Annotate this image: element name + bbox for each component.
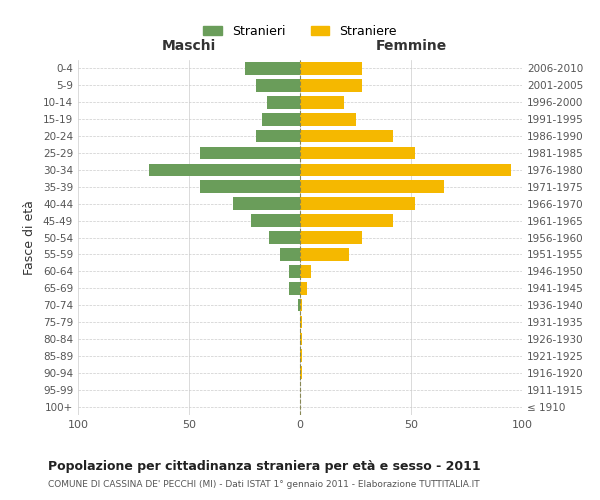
Text: COMUNE DI CASSINA DE' PECCHI (MI) - Dati ISTAT 1° gennaio 2011 - Elaborazione TU: COMUNE DI CASSINA DE' PECCHI (MI) - Dati…: [48, 480, 479, 489]
Bar: [300, 113, 355, 126]
Bar: [300, 79, 362, 92]
Bar: [300, 265, 311, 278]
Bar: [300, 214, 393, 227]
Bar: [300, 299, 302, 312]
Bar: [300, 282, 307, 294]
Bar: [300, 366, 302, 379]
Bar: [300, 231, 362, 244]
Bar: [289, 265, 300, 278]
Bar: [262, 113, 300, 126]
Bar: [300, 130, 393, 142]
Bar: [300, 62, 362, 75]
Bar: [280, 248, 300, 260]
Legend: Stranieri, Straniere: Stranieri, Straniere: [198, 20, 402, 43]
Bar: [269, 231, 300, 244]
Bar: [200, 180, 300, 193]
Text: Femmine: Femmine: [376, 39, 446, 53]
Bar: [289, 282, 300, 294]
Bar: [300, 248, 349, 260]
Bar: [200, 146, 300, 160]
Bar: [300, 316, 302, 328]
Bar: [245, 62, 300, 75]
Bar: [149, 164, 300, 176]
Text: Popolazione per cittadinanza straniera per età e sesso - 2011: Popolazione per cittadinanza straniera p…: [48, 460, 481, 473]
Bar: [300, 332, 302, 345]
Y-axis label: Fasce di età: Fasce di età: [23, 200, 36, 275]
Bar: [300, 164, 511, 176]
Text: Maschi: Maschi: [162, 39, 216, 53]
Bar: [251, 214, 300, 227]
Bar: [300, 146, 415, 160]
Bar: [256, 79, 300, 92]
Bar: [300, 198, 415, 210]
Bar: [233, 198, 300, 210]
Bar: [266, 96, 300, 108]
Bar: [300, 180, 444, 193]
Bar: [300, 96, 344, 108]
Bar: [298, 299, 300, 312]
Bar: [300, 350, 302, 362]
Bar: [256, 130, 300, 142]
